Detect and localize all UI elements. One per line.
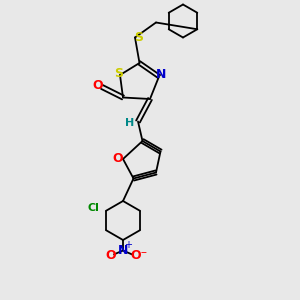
Text: O⁻: O⁻ <box>130 249 148 262</box>
Text: O: O <box>92 79 103 92</box>
Text: N: N <box>156 68 166 81</box>
Text: O: O <box>112 152 123 166</box>
Text: N: N <box>118 244 128 257</box>
Text: O: O <box>105 249 116 262</box>
Text: S: S <box>114 67 123 80</box>
Text: +: + <box>124 240 132 250</box>
Text: Cl: Cl <box>88 203 100 213</box>
Text: H: H <box>125 118 134 128</box>
Text: S: S <box>134 31 143 44</box>
